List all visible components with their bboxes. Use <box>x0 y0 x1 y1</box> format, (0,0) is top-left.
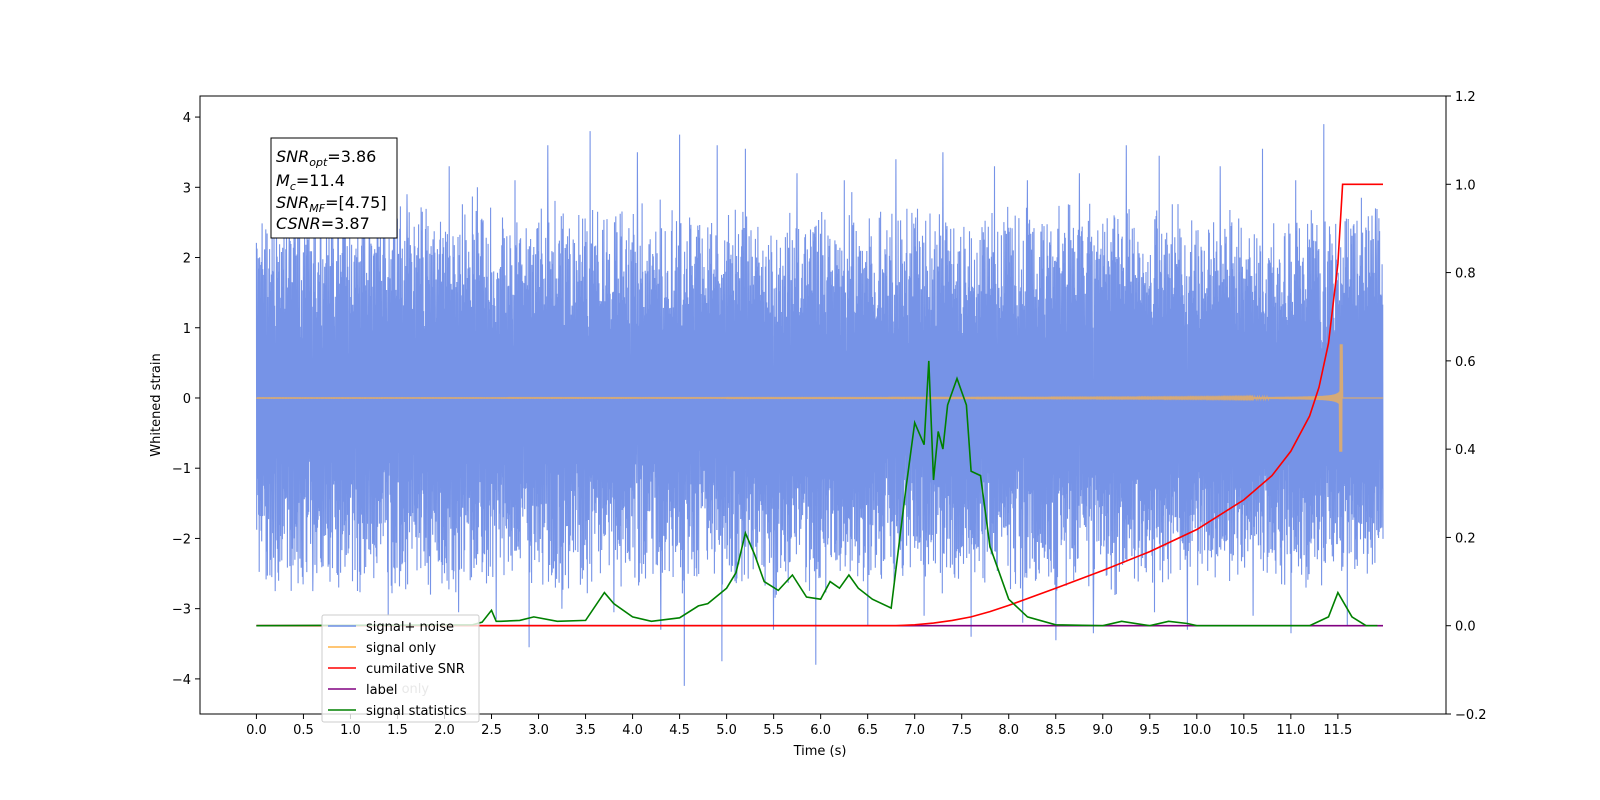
x-tick-label: 1.5 <box>387 723 408 738</box>
y2-tick-label: 0.2 <box>1455 531 1476 546</box>
y-tick-label: −2 <box>172 532 191 547</box>
x-axis-label: Time (s) <box>793 744 847 759</box>
x-tick-label: 6.0 <box>810 723 831 738</box>
legend-entry-label: label <box>366 683 397 698</box>
y-tick-label: 1 <box>183 322 191 337</box>
x-tick-label: 5.0 <box>716 723 737 738</box>
x-tick-label: 10.0 <box>1182 723 1211 738</box>
y-tick-label: 4 <box>183 111 191 126</box>
x-tick-label: 8.5 <box>1045 723 1066 738</box>
legend-entry-signal-statistics: signal statistics <box>366 704 467 719</box>
x-axis: 0.0 0.5 1.0 1.5 2.0 2.5 3.0 3.5 4.0 4.5 5.0 5.5 6.0 6… <box>246 714 1352 738</box>
series-signal-only <box>255 344 1383 452</box>
y2-tick-label: 0.8 <box>1455 267 1476 282</box>
x-tick-label: 11.0 <box>1276 723 1305 738</box>
stats-csnr: CSNR=3.87 <box>276 214 370 233</box>
x-tick-label: 9.0 <box>1092 723 1113 738</box>
series-signal-statistics <box>256 360 1378 627</box>
x-tick-label: 2.0 <box>434 723 455 738</box>
x-tick-label: 3.0 <box>528 723 549 738</box>
stats-box: SNRopt=3.86 Mc=11.4 SNRMF=[4.75] CSNR=3.… <box>270 137 398 239</box>
x-tick-label: 5.5 <box>763 723 784 738</box>
x-tick-label: 2.5 <box>481 723 502 738</box>
y-axis-label: Whitened strain <box>149 353 164 456</box>
x-tick-label: 0.5 <box>293 723 314 738</box>
x-tick-label: 1.0 <box>340 723 361 738</box>
x-tick-label: 3.5 <box>575 723 596 738</box>
y-tick-label: −3 <box>172 603 191 618</box>
x-tick-label: 10.5 <box>1229 723 1258 738</box>
stats-snr-mf: SNRMF=[4.75] <box>276 193 387 215</box>
plot-frame <box>199 95 1447 715</box>
y2-tick-label: 0.6 <box>1455 355 1476 370</box>
y-tick-label: 3 <box>183 181 191 196</box>
y-tick-label: −4 <box>172 673 191 688</box>
y-tick-label: 0 <box>183 392 191 407</box>
series-signal-noise <box>255 124 1384 686</box>
series-cumulative-snr <box>256 183 1383 627</box>
legend-entry-signal-only: signal only <box>366 641 436 656</box>
y2-tick-label: 1.2 <box>1455 90 1476 105</box>
y2-tick-label: 0.4 <box>1455 443 1476 458</box>
legend-entry-signal-noise: signal+ noise <box>366 620 454 635</box>
x-tick-label: 7.0 <box>904 723 925 738</box>
x-tick-label: 0.0 <box>246 723 267 738</box>
stats-mc: Mc=11.4 <box>276 171 345 193</box>
x-tick-label: 8.0 <box>998 723 1019 738</box>
y2-tick-label: −0.2 <box>1455 708 1487 723</box>
legend-entry-cumulative-snr: cumilative SNR <box>366 662 465 677</box>
x-tick-label: 4.0 <box>622 723 643 738</box>
y-tick-label: −1 <box>172 462 191 477</box>
x-tick-label: 4.5 <box>669 723 690 738</box>
legend-hidden-entry: label only <box>366 682 429 697</box>
x-tick-label: 11.5 <box>1323 723 1352 738</box>
y2-tick-label: 1.0 <box>1455 178 1476 193</box>
y-tick-label: 2 <box>183 252 191 267</box>
y-axis-left: 4 3 2 1 0 −1 −2 −3 −4 <box>172 111 200 688</box>
x-tick-label: 7.5 <box>951 723 972 738</box>
stats-snr-opt: SNRopt=3.86 <box>276 147 376 169</box>
y-axis-right: 1.2 1.0 0.8 0.6 0.4 0.2 0.0 −0.2 <box>1446 90 1487 723</box>
x-tick-label: 9.5 <box>1139 723 1160 738</box>
y2-tick-label: 0.0 <box>1455 620 1476 635</box>
x-tick-label: 6.5 <box>857 723 878 738</box>
legend: label only signal+ noise signal only cum… <box>321 614 480 723</box>
